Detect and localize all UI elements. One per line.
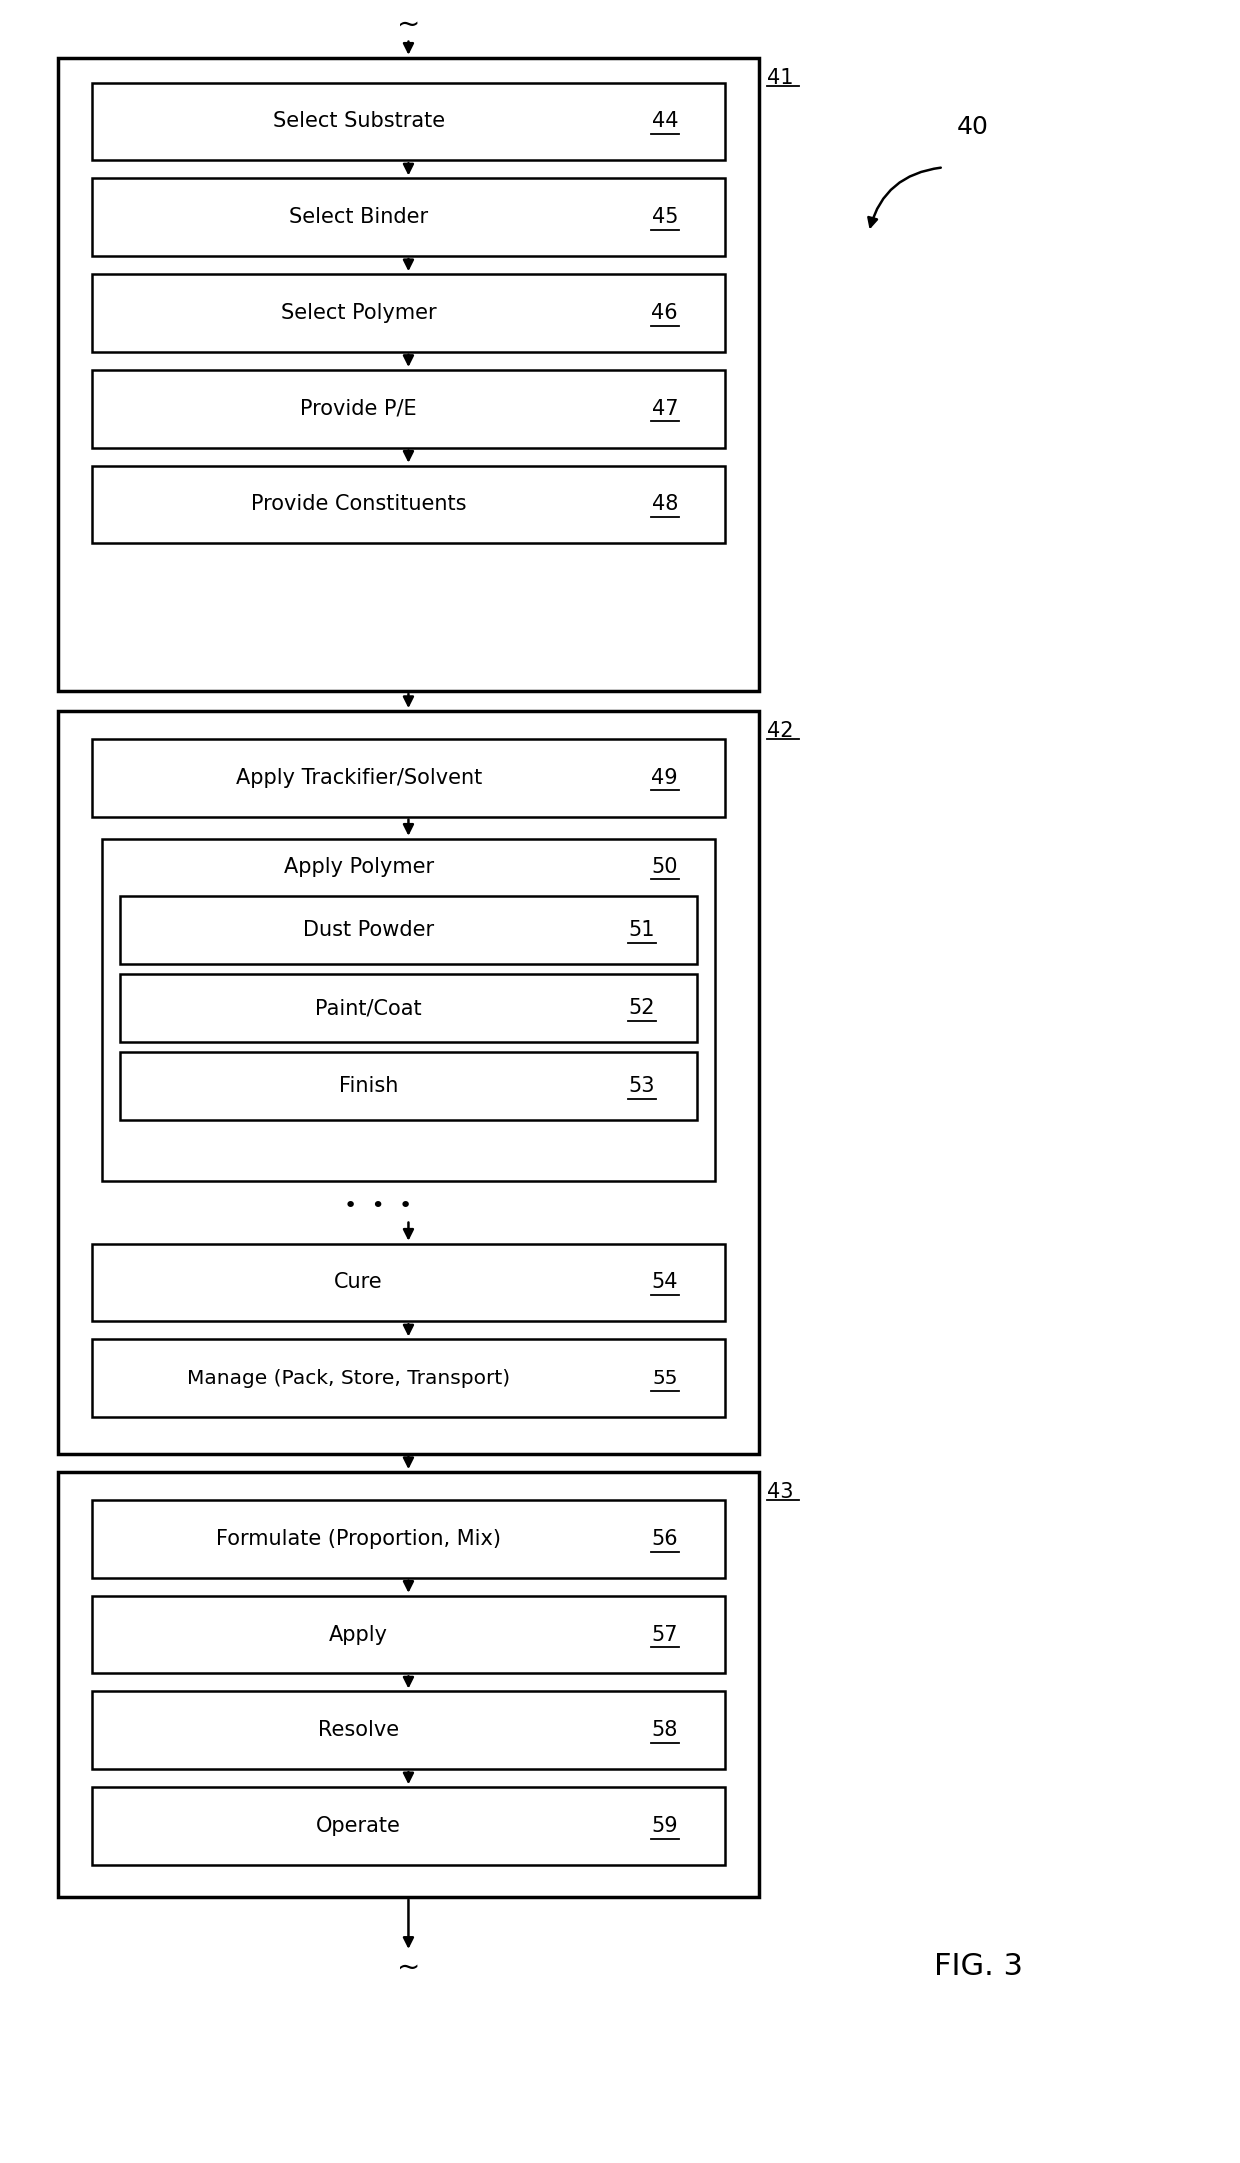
Bar (120, 973, 697, 1043)
Bar (92, 177, 724, 255)
Text: 44: 44 (651, 112, 678, 132)
Text: Resolve: Resolve (319, 1720, 399, 1741)
Bar (92, 1339, 724, 1417)
Bar (92, 1499, 724, 1577)
Text: 45: 45 (651, 208, 678, 227)
Text: 40: 40 (956, 115, 988, 138)
Text: 55: 55 (652, 1369, 677, 1389)
Text: 46: 46 (651, 303, 678, 322)
Bar (120, 895, 697, 965)
Text: Select Substrate: Select Substrate (273, 112, 445, 132)
Text: FIG. 3: FIG. 3 (934, 1953, 1023, 1981)
Text: 53: 53 (629, 1075, 655, 1097)
Bar (120, 1051, 697, 1120)
Text: 50: 50 (651, 857, 678, 876)
Text: Apply Trackifier/Solvent: Apply Trackifier/Solvent (236, 768, 482, 787)
Text: Provide P/E: Provide P/E (300, 398, 417, 420)
Text: 48: 48 (651, 495, 678, 515)
Text: Cure: Cure (335, 1272, 383, 1293)
Bar (92, 1596, 724, 1674)
Text: 52: 52 (629, 997, 655, 1019)
Text: 49: 49 (651, 768, 678, 787)
Bar (92, 1691, 724, 1769)
Text: Paint/Coat: Paint/Coat (315, 997, 422, 1019)
Bar (92, 275, 724, 353)
Text: 56: 56 (651, 1529, 678, 1549)
Bar (103, 839, 714, 1181)
Text: •  •  •: • • • (345, 1196, 413, 1216)
Bar (57, 712, 759, 1454)
Text: 51: 51 (629, 921, 655, 941)
Text: 57: 57 (651, 1624, 678, 1644)
Text: 58: 58 (651, 1720, 678, 1741)
Text: 59: 59 (651, 1817, 678, 1836)
Text: Operate: Operate (316, 1817, 401, 1836)
Bar (92, 1244, 724, 1322)
Text: Apply: Apply (329, 1624, 388, 1644)
Text: 42: 42 (768, 720, 794, 742)
Bar (57, 1473, 759, 1897)
Text: Dust Powder: Dust Powder (303, 921, 434, 941)
Text: Select Polymer: Select Polymer (281, 303, 436, 322)
Text: 41: 41 (768, 67, 794, 89)
Text: Finish: Finish (339, 1075, 398, 1097)
Text: 47: 47 (651, 398, 678, 420)
Text: Provide Constituents: Provide Constituents (250, 495, 466, 515)
Text: 43: 43 (768, 1482, 794, 1501)
Text: 54: 54 (651, 1272, 678, 1293)
Bar (57, 58, 759, 690)
Text: Apply Polymer: Apply Polymer (284, 857, 434, 876)
Text: ~: ~ (397, 11, 420, 39)
Text: ~: ~ (397, 1953, 420, 1981)
Text: Formulate (Proportion, Mix): Formulate (Proportion, Mix) (216, 1529, 501, 1549)
Bar (92, 740, 724, 818)
Bar (92, 370, 724, 448)
Bar (92, 1787, 724, 1865)
Bar (92, 82, 724, 160)
Text: Select Binder: Select Binder (289, 208, 428, 227)
Text: Manage (Pack, Store, Transport): Manage (Pack, Store, Transport) (187, 1369, 511, 1389)
Bar (92, 465, 724, 543)
